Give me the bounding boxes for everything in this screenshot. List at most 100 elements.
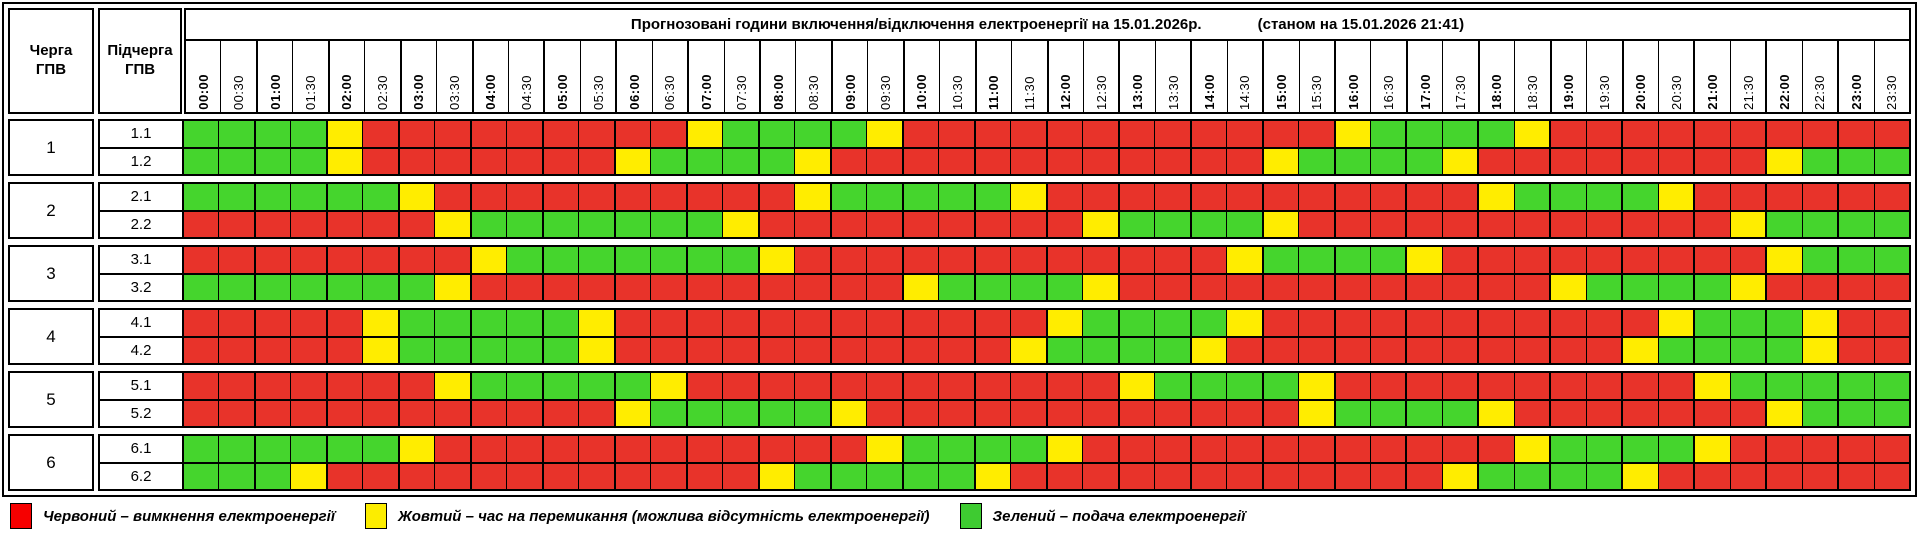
time-label: 10:00 [914,74,930,110]
cell-3.1-04:00 [469,247,507,273]
cell-3.1-19:00 [1549,247,1586,273]
cell-6.1-18:30 [1513,436,1550,462]
cell-4.1-19:00 [1549,310,1586,336]
cell-1.1-10:00 [901,121,939,147]
cell-4.1-03:00 [397,310,435,336]
cell-5.2-20:30 [1657,400,1694,426]
cell-1.2-17:00 [1405,148,1442,174]
cell-5.2-11:30 [1010,400,1046,426]
cell-4.1-12:30 [1082,310,1118,336]
cell-2.2-04:00 [469,211,507,237]
cell-2.1-15:00 [1261,184,1299,210]
cell-5.1-12:00 [1045,373,1083,399]
cell-1.2-20:30 [1657,148,1694,174]
cell-2.2-04:30 [506,211,542,237]
cell-5.2-18:00 [1477,400,1514,426]
cell-6.2-15:00 [1261,463,1299,489]
cell-1.1-09:30 [866,121,902,147]
legend-swatch-G [959,503,982,529]
cell-2.2-19:00 [1549,211,1586,237]
cell-5.1-03:00 [397,373,435,399]
cell-2.2-21:30 [1729,211,1766,237]
cell-4.2-09:00 [829,337,867,363]
cell-5.1-08:00 [757,373,795,399]
cell-1.2-01:30 [290,148,326,174]
cell-1.2-23:30 [1873,148,1910,174]
cell-2.2-08:30 [794,211,830,237]
cell-6.2-18:00 [1477,463,1514,489]
cell-1.1-16:00 [1333,121,1370,147]
time-column-00:30: 00:30 [220,41,255,112]
cell-1.1-11:30 [1010,121,1046,147]
cell-2.1-18:30 [1513,184,1550,210]
cell-5.2-15:30 [1298,400,1334,426]
cell-1.1-17:00 [1405,121,1442,147]
cell-2.1-13:30 [1154,184,1190,210]
cell-2.1-15:30 [1298,184,1334,210]
time-label: 04:00 [483,74,499,110]
cell-5.1-13:00 [1117,373,1155,399]
cell-3.1-02:00 [325,247,363,273]
legend: Червоний – вимкнення електроенергії Жовти… [10,503,1245,529]
cell-6.1-05:30 [578,436,614,462]
cell-4.1-23:30 [1873,310,1910,336]
cell-5.2-15:00 [1261,400,1299,426]
cell-1.2-05:30 [578,148,614,174]
cell-1.2-02:30 [362,148,398,174]
cell-1.2-07:00 [685,148,723,174]
cell-1.1-18:00 [1477,121,1514,147]
cell-6.1-16:30 [1369,436,1406,462]
cell-5.2-10:30 [938,400,974,426]
time-column-15:00: 15:00 [1262,41,1298,112]
schedule-cells [184,400,1910,426]
legend-label: Червоний – вимкнення електроенергії [43,507,335,525]
cell-6.2-23:30 [1873,463,1910,489]
cell-1.1-02:30 [362,121,398,147]
time-column-18:00: 18:00 [1477,41,1514,112]
cell-3.1-03:00 [397,247,435,273]
cell-2.2-00:00 [184,211,219,237]
cell-1.2-20:00 [1621,148,1658,174]
cell-4.2-03:00 [397,337,435,363]
groups: 1 1.1 1.2 2 2.1 2.2 3 3.1 3.2 4 4.1 4.2 5 5.1 5.2 6 6.1 6… [8,119,1911,491]
subqueue-label: 6.1 [100,436,184,462]
time-column-05:30: 05:30 [579,41,615,112]
cell-5.2-07:30 [722,400,758,426]
time-column-23:30: 23:30 [1873,41,1909,112]
cell-2.2-06:00 [613,211,651,237]
cell-6.1-00:30 [218,436,254,462]
cell-2.2-06:30 [650,211,686,237]
cell-1.2-11:30 [1010,148,1046,174]
cell-1.2-01:00 [253,148,291,174]
cell-6.2-21:30 [1729,463,1766,489]
time-column-01:00: 01:00 [255,41,292,112]
cell-1.2-12:00 [1045,148,1083,174]
time-column-07:00: 07:00 [687,41,723,112]
cell-2.1-17:00 [1405,184,1442,210]
cell-1.1-11:00 [973,121,1011,147]
cell-5.1-00:00 [184,373,219,399]
queue-group-6: 6 6.1 6.2 [8,434,1911,491]
cell-1.1-03:30 [434,121,470,147]
time-column-01:30: 01:30 [292,41,327,112]
cell-5.2-21:30 [1729,400,1766,426]
cell-1.1-19:30 [1585,121,1622,147]
cell-1.2-14:00 [1189,148,1227,174]
cell-3.2-00:00 [184,274,219,300]
cell-6.1-12:30 [1082,436,1118,462]
cell-1.1-08:30 [794,121,830,147]
cell-5.1-14:00 [1189,373,1227,399]
cell-6.1-21:30 [1729,436,1766,462]
cell-1.2-14:30 [1226,148,1262,174]
cell-3.1-02:30 [362,247,398,273]
cell-2.1-05:30 [578,184,614,210]
cell-5.1-17:30 [1441,373,1478,399]
cell-6.2-03:00 [397,463,435,489]
cell-4.2-18:30 [1513,337,1550,363]
cell-4.2-06:30 [650,337,686,363]
cell-1.1-12:30 [1082,121,1118,147]
cell-6.1-08:30 [794,436,830,462]
cell-2.1-02:00 [325,184,363,210]
cell-4.2-05:00 [541,337,579,363]
cell-2.1-21:30 [1729,184,1766,210]
